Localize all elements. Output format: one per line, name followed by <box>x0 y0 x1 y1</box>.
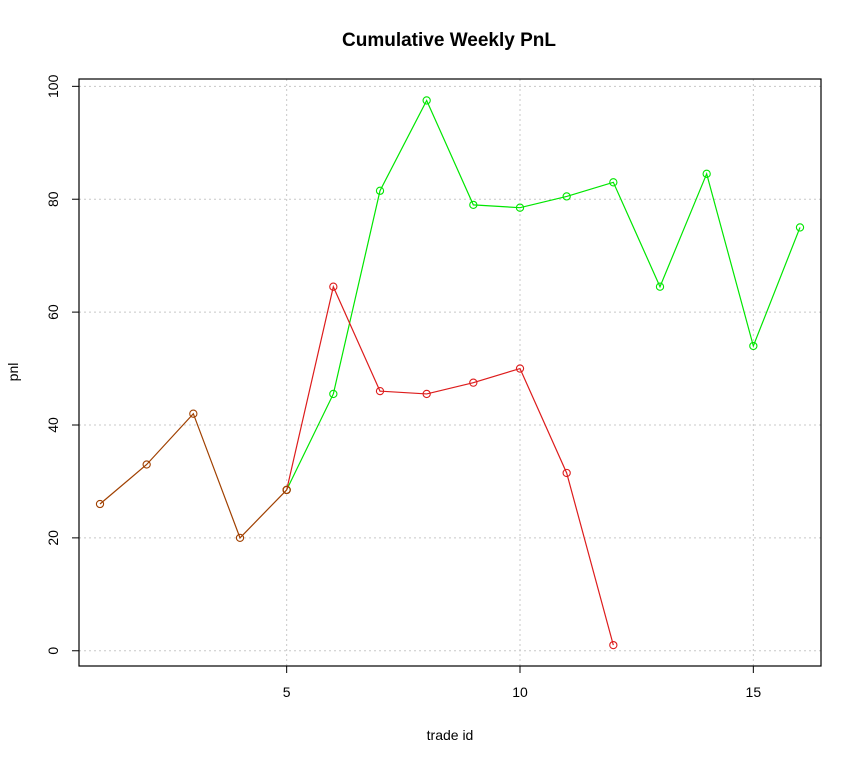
y-tick-label: 100 <box>45 74 61 98</box>
data-point <box>469 200 478 210</box>
data-point <box>189 409 198 418</box>
data-point <box>329 389 338 399</box>
y-tick-label: 40 <box>45 417 61 433</box>
x-tick-label: 10 <box>512 684 528 700</box>
y-tick-label: 0 <box>45 647 61 655</box>
chart-title: Cumulative Weekly PnL <box>342 30 556 51</box>
data-point <box>515 203 525 212</box>
data-point <box>515 364 525 373</box>
y-tick-label: 60 <box>45 304 61 320</box>
data-point <box>609 640 618 650</box>
data-point <box>562 192 571 201</box>
data-point <box>469 378 478 387</box>
data-point <box>375 386 385 396</box>
data-point <box>329 282 338 291</box>
plot-frame <box>78 78 822 667</box>
data-point <box>795 223 805 232</box>
series-layer <box>95 96 805 650</box>
data-point <box>422 389 431 399</box>
y-axis-label: pnl <box>5 363 21 382</box>
data-point <box>375 186 385 195</box>
x-tick-label: 5 <box>283 684 291 700</box>
series-3 <box>95 409 291 543</box>
data-point <box>422 96 431 105</box>
axes: 5 10 15 0 20 40 60 80 100 <box>45 74 761 700</box>
series-2 <box>282 282 618 650</box>
grid-lines <box>79 79 821 666</box>
series-line <box>99 412 288 539</box>
data-point <box>142 460 151 469</box>
data-point <box>702 169 711 178</box>
y-tick-label: 80 <box>45 191 61 207</box>
data-point <box>95 499 105 509</box>
series-line <box>286 99 801 491</box>
data-point <box>562 468 571 478</box>
series-1 <box>282 96 805 495</box>
data-point <box>235 533 245 543</box>
x-tick-label: 15 <box>746 684 762 700</box>
data-point <box>655 282 665 291</box>
y-tick-label: 20 <box>45 530 61 546</box>
series-line <box>286 284 614 646</box>
data-point <box>282 485 291 495</box>
data-point <box>749 341 758 351</box>
data-point <box>609 178 618 187</box>
x-axis-label: trade id <box>427 727 474 743</box>
